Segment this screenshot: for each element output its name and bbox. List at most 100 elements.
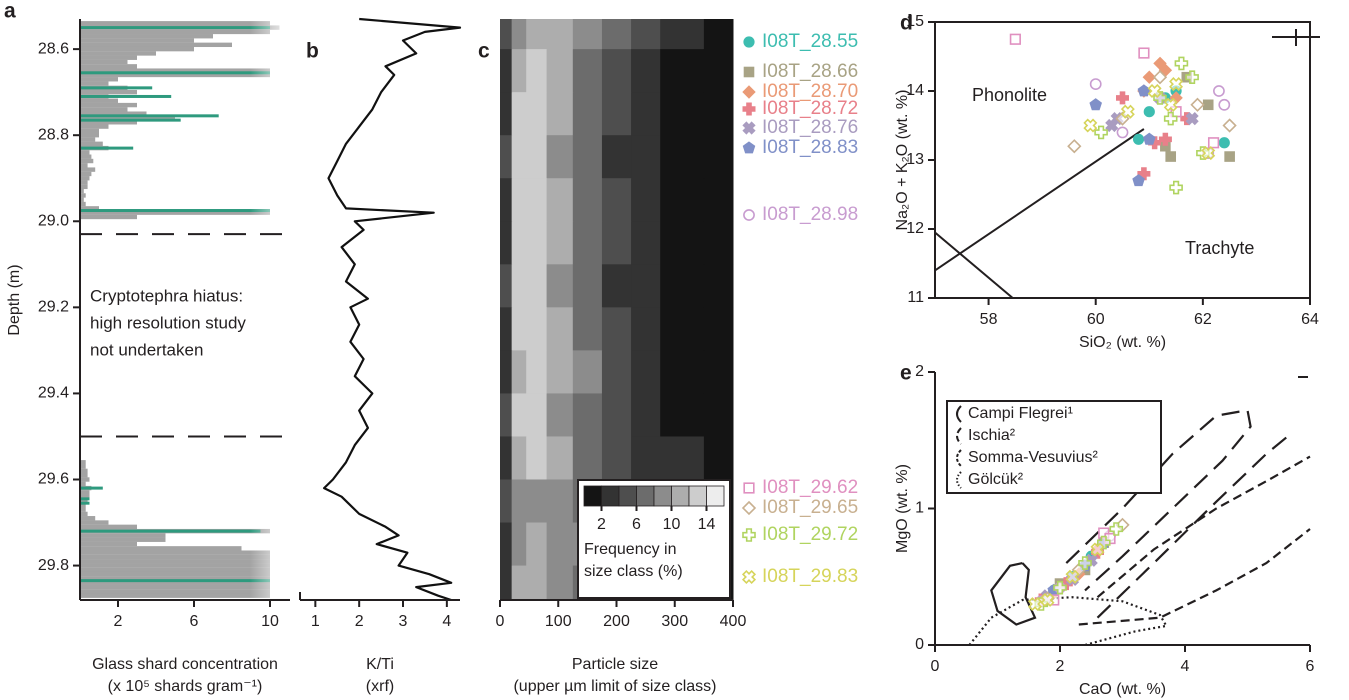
legend-symbol xyxy=(956,405,962,423)
cell xyxy=(546,135,574,179)
marker xyxy=(1185,111,1199,126)
marker xyxy=(1138,47,1150,59)
x-axis-title: (xrf) xyxy=(366,678,394,695)
cell xyxy=(511,436,527,480)
panel-letter: a xyxy=(4,0,16,23)
cell xyxy=(546,522,574,567)
bar xyxy=(80,472,88,478)
cell xyxy=(526,49,548,93)
bar xyxy=(80,559,270,564)
y-tick-label: 11 xyxy=(907,289,924,306)
cell xyxy=(526,307,548,351)
cell xyxy=(500,135,513,179)
y-tick-label: 29.8 xyxy=(38,557,69,574)
bar xyxy=(80,89,137,95)
cell xyxy=(660,264,705,308)
cell xyxy=(631,49,661,93)
bar xyxy=(80,468,88,474)
y-tick-label: 12 xyxy=(906,220,924,237)
cell xyxy=(511,307,527,351)
cell xyxy=(511,135,527,179)
marker xyxy=(1218,137,1230,149)
y-tick-label: 1 xyxy=(915,500,924,517)
cell xyxy=(660,19,705,50)
x-axis-title: SiO₂ (wt. %) xyxy=(1079,334,1166,351)
cell xyxy=(703,92,734,136)
legend-marker xyxy=(742,121,756,135)
cell xyxy=(631,264,661,308)
bar xyxy=(80,55,137,60)
bar xyxy=(80,524,137,530)
cell xyxy=(526,436,548,480)
cell xyxy=(500,92,513,136)
marker xyxy=(1137,84,1151,97)
bar xyxy=(80,584,270,590)
y-tick-label: 29.2 xyxy=(38,299,69,316)
legend-marker xyxy=(742,85,756,99)
y-tick-label: 29.6 xyxy=(38,471,69,488)
cell xyxy=(601,264,632,308)
cell xyxy=(572,393,603,437)
boundary xyxy=(934,128,1145,299)
cell xyxy=(703,350,734,394)
bar xyxy=(80,71,270,75)
colorbar-swatch xyxy=(618,485,637,507)
cell xyxy=(660,221,705,265)
marker xyxy=(1089,98,1102,111)
colorbar-swatch xyxy=(653,485,672,507)
marker xyxy=(1132,133,1145,145)
cell xyxy=(601,92,632,136)
bar xyxy=(80,567,270,573)
cell xyxy=(703,19,734,50)
cell xyxy=(546,49,574,93)
marker xyxy=(1116,126,1129,139)
cell xyxy=(511,522,527,567)
legend-marker xyxy=(742,528,756,542)
legend-label: Ischia² xyxy=(968,427,1016,444)
marker xyxy=(1174,56,1189,71)
bar xyxy=(80,554,270,560)
cell xyxy=(572,92,603,136)
cell xyxy=(526,264,548,308)
bar xyxy=(80,576,270,581)
x-tick-label: 64 xyxy=(1301,311,1319,328)
marker xyxy=(1120,104,1135,119)
cell xyxy=(526,522,548,567)
cell xyxy=(526,565,548,601)
cell xyxy=(601,393,632,437)
bar xyxy=(80,460,86,465)
cell xyxy=(572,19,603,50)
cell xyxy=(703,49,734,93)
line xyxy=(323,17,462,602)
colorbar-swatch xyxy=(583,485,602,507)
bar xyxy=(80,114,219,118)
cell xyxy=(660,350,705,394)
marker xyxy=(1222,118,1237,133)
bar xyxy=(80,486,103,490)
marker xyxy=(1185,70,1199,84)
cell xyxy=(500,436,513,480)
cell xyxy=(546,436,574,480)
marker xyxy=(1083,118,1098,133)
cell xyxy=(660,393,705,437)
x-tick-label: 0 xyxy=(496,613,505,630)
bar xyxy=(80,541,137,547)
x-axis-title: CaO (wt. %) xyxy=(1079,681,1166,698)
cell xyxy=(660,49,705,93)
cell xyxy=(500,479,513,524)
bar xyxy=(80,477,90,482)
marker xyxy=(1109,522,1124,536)
cell xyxy=(601,221,632,265)
bar xyxy=(80,193,86,198)
marker xyxy=(1169,180,1183,195)
bar xyxy=(80,64,137,69)
annotation: high resolution study xyxy=(90,313,246,332)
bar xyxy=(80,209,270,213)
bar xyxy=(80,529,261,533)
legend-marker xyxy=(741,569,757,585)
bar xyxy=(80,589,270,594)
bar xyxy=(80,176,90,181)
bar xyxy=(80,26,270,30)
marker xyxy=(1163,111,1178,126)
legend-label: Gölcük² xyxy=(968,471,1024,488)
